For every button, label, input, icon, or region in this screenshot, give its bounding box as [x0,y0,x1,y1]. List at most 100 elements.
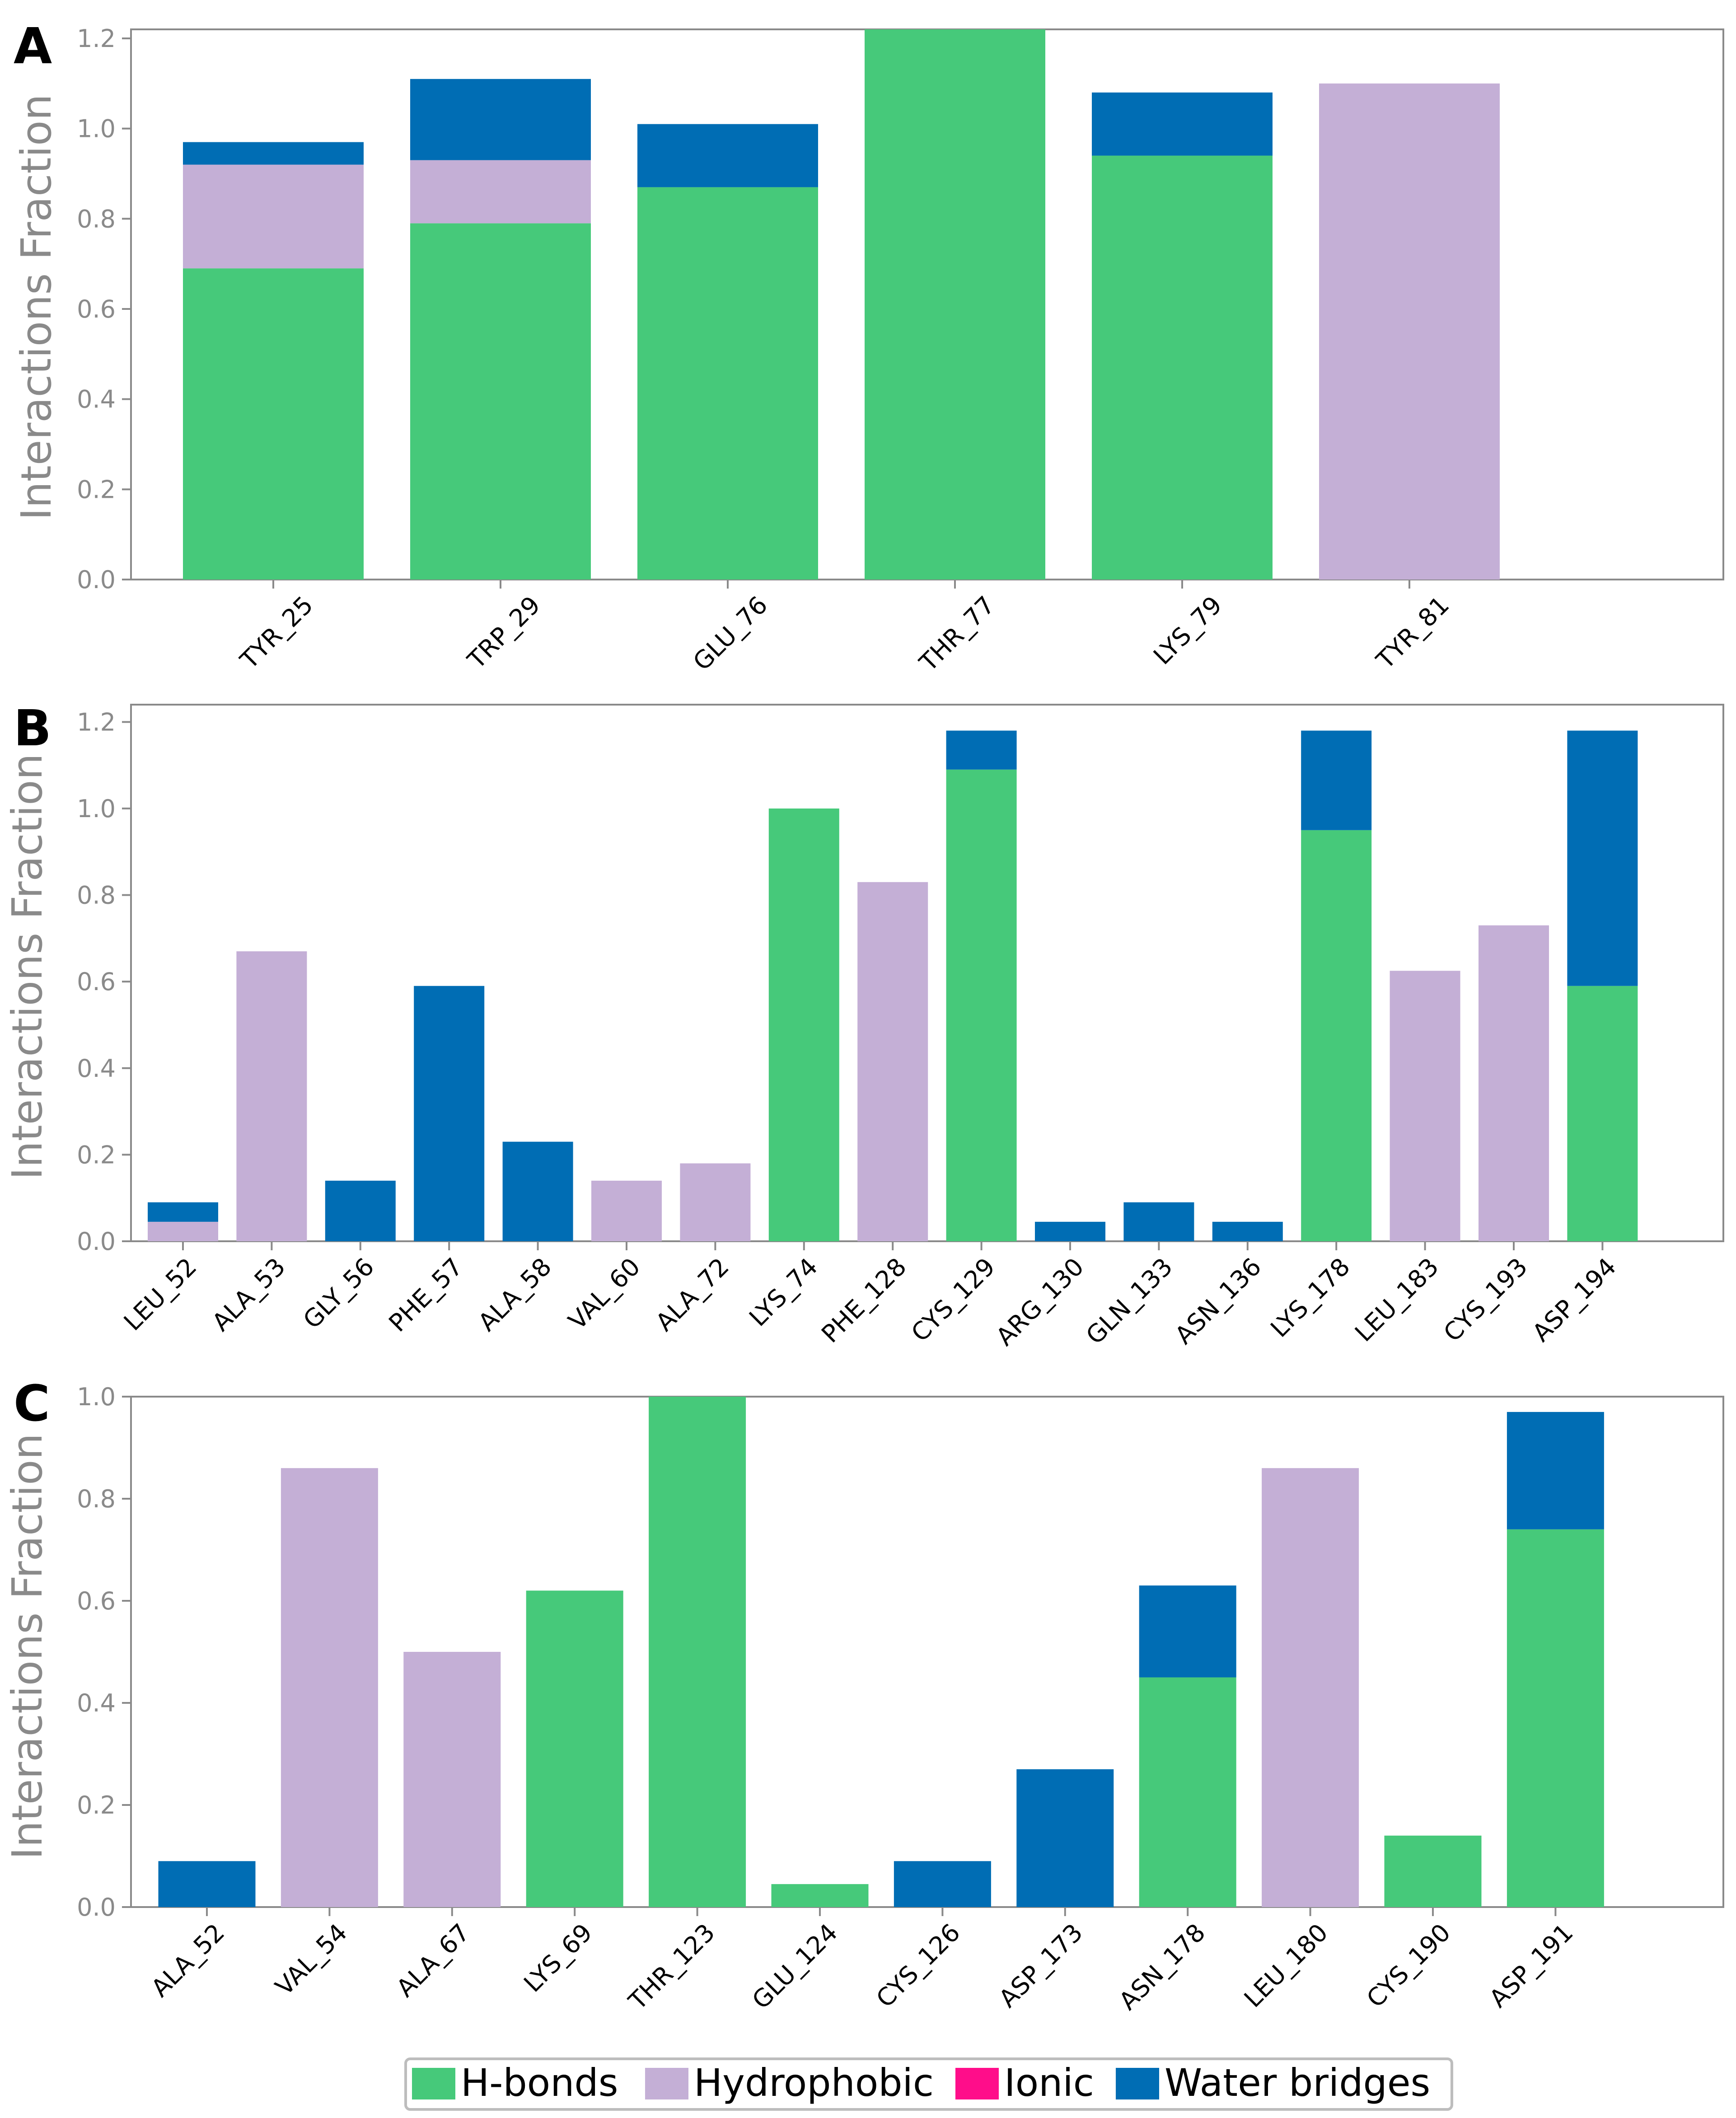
panel-c: C Interactions Fraction 0.0 0.2 0.4 0.6 0.8 1… [3,1375,1724,2016]
x-tick-label-c-asn-178: ASN_178 [1114,1918,1211,2015]
x-tick-label-c-ala-52: ALA_52 [146,1918,230,2003]
bar-b-asp-194-h-bonds [1567,986,1638,1241]
plot-area-c: 0.0 0.2 0.4 0.6 0.8 1.0 ALA_52 VAL_54 ALA_67 LYS_… [77,1383,1724,2016]
bar-b-phe-128-hydrophobic [857,882,928,1241]
legend-label-ionic: Ionic [1004,2061,1094,2105]
bar-b-lys-74-h-bonds [768,808,839,1241]
bar-a-tyr-25-h-bonds [183,268,364,580]
bar-c-cys-190-h-bonds [1384,1835,1482,1907]
x-tick-label-b-leu-52: LEU_52 [118,1253,202,1337]
panel-letter-c: C [14,1375,50,1432]
bar-b-ala-53-hydrophobic [236,951,307,1241]
x-tick-label-b-ala-58: ALA_58 [473,1253,557,1337]
bar-b-lys-178-water-bridges [1301,730,1372,830]
x-tick-label-b-cys-129: CYS_129 [906,1253,1001,1347]
bar-b-leu-52-water-bridges [148,1202,218,1222]
plot-area-a: 0.0 0.2 0.4 0.6 0.8 1.0 1.2 TYR_25 TRP_29 GLU_76 T… [77,24,1724,678]
x-tick-label-a-tyr-81: TYR_81 [1371,591,1455,675]
x-tick-label-c-asp-191: ASP_191 [1484,1918,1579,2013]
bar-a-lys-79-h-bonds [1092,155,1273,580]
y-tick-label-a-0: 0.0 [77,566,116,594]
x-tick-label-c-leu-180: LEU_180 [1239,1918,1334,2013]
x-tick-label-a-tyr-25: TYR_25 [234,591,318,675]
x-tick-label-b-lys-74: LYS_74 [744,1253,823,1332]
x-tick-label-c-cys-190: CYS_190 [1361,1918,1456,2013]
y-axis-label-b: Interactions Fraction [3,753,51,1180]
bar-b-arg-130-water-bridges [1035,1221,1105,1241]
bar-a-glu-76-water-bridges [637,124,818,187]
bar-b-leu-183-hydrophobic [1390,971,1460,1241]
x-tick-label-a-glu-76: GLU_76 [688,591,773,676]
x-tick-label-b-asn-136: ASN_136 [1170,1253,1267,1350]
x-tick-label-b-asp-194: ASP_194 [1527,1253,1622,1347]
x-tick-label-c-thr-123: THR_123 [623,1918,721,2016]
y-axis-label-c: Interactions Fraction [3,1433,51,1860]
bar-c-leu-180-hydrophobic [1262,1468,1359,1907]
y-tick-label-c-0: 0.0 [77,1893,116,1922]
bar-b-gln-133-water-bridges [1123,1202,1194,1241]
bar-c-ala-67-hydrophobic [403,1652,501,1907]
y-tick-label-a-1: 0.2 [77,475,116,504]
legend-swatch-water-bridges [1116,2068,1159,2099]
bar-c-glu-124-h-bonds [771,1884,869,1907]
bar-a-glu-76-h-bonds [637,187,818,580]
bar-c-asn-178-water-bridges [1139,1585,1236,1678]
y-tick-label-b-4: 0.8 [77,881,116,910]
legend: H-bonds Hydrophobic Ionic Water bridges [404,2057,1453,2111]
y-tick-label-b-0: 0.0 [77,1227,116,1256]
x-tick-label-b-leu-183: LEU_183 [1349,1253,1444,1347]
x-tick-label-b-gly-56: GLY_56 [298,1253,379,1334]
legend-swatch-ionic [955,2068,999,2099]
x-tick-label-c-lys-69: LYS_69 [518,1918,598,1998]
bar-b-cys-193-hydrophobic [1479,925,1549,1241]
bar-a-tyr-81-hydrophobic [1319,83,1500,580]
bar-b-cys-129-h-bonds [946,769,1017,1241]
x-tick-label-a-lys-79: LYS_79 [1148,591,1227,670]
y-tick-label-b-5: 1.0 [77,795,116,823]
legend-items: H-bonds Hydrophobic Ionic Water bridges [412,2061,1430,2105]
bar-a-tyr-25-water-bridges [183,142,364,165]
bar-b-ala-72-hydrophobic [680,1163,751,1241]
bar-b-lys-178-h-bonds [1301,830,1372,1241]
bar-b-ala-58-water-bridges [502,1141,573,1241]
bar-b-gly-56-water-bridges [325,1180,396,1241]
x-tick-label-c-ala-67: ALA_67 [391,1918,475,2003]
x-tick-label-b-lys-178: LYS_178 [1265,1253,1355,1343]
bar-b-phe-57-water-bridges [414,986,485,1241]
y-tick-label-b-1: 0.2 [77,1141,116,1169]
y-axis-label-a: Interactions Fraction [12,94,61,520]
x-tick-label-b-gln-133: GLN_133 [1081,1253,1178,1350]
bar-a-trp-29-h-bonds [410,223,591,580]
bar-b-asn-136-water-bridges [1212,1221,1283,1241]
legend-label-water-bridges: Water bridges [1165,2061,1430,2105]
y-tick-label-a-3: 0.6 [77,295,116,323]
bar-b-asp-194-water-bridges [1567,730,1638,986]
y-tick-label-b-3: 0.6 [77,968,116,996]
panel-a: A Interactions Fraction 0.0 0.2 0.4 0.6 0.8 1… [12,17,1724,678]
y-tick-label-c-3: 0.6 [77,1587,116,1615]
x-tick-label-b-val-60: VAL_60 [563,1253,646,1335]
bar-c-asp-173-water-bridges [1016,1769,1114,1907]
bar-b-val-60-hydrophobic [591,1180,662,1241]
legend-swatch-h-bonds [412,2068,455,2099]
x-tick-label-b-phe-128: PHE_128 [816,1253,912,1348]
x-tick-label-a-thr-77: THR_77 [914,591,1001,678]
bar-c-thr-123-h-bonds [649,1397,746,1907]
bar-c-asp-191-h-bonds [1507,1529,1604,1907]
y-tick-label-a-6: 1.2 [77,24,116,53]
y-tick-label-a-5: 1.0 [77,115,116,143]
legend-label-h-bonds: H-bonds [461,2061,618,2105]
y-tick-label-b-2: 0.4 [77,1054,116,1083]
y-tick-label-a-4: 0.8 [77,205,116,233]
bar-a-trp-29-water-bridges [410,79,591,160]
legend-label-hydrophobic: Hydrophobic [694,2061,934,2105]
y-tick-label-c-2: 0.4 [77,1689,116,1717]
x-tick-label-c-glu-124: GLU_124 [747,1918,843,2015]
bar-c-asp-191-water-bridges [1507,1412,1604,1529]
x-tick-label-a-trp-29: TRP_29 [462,591,546,675]
panel-letter-a: A [14,17,52,75]
bar-c-asn-178-h-bonds [1139,1677,1236,1907]
bar-b-leu-52-hydrophobic [148,1221,218,1241]
